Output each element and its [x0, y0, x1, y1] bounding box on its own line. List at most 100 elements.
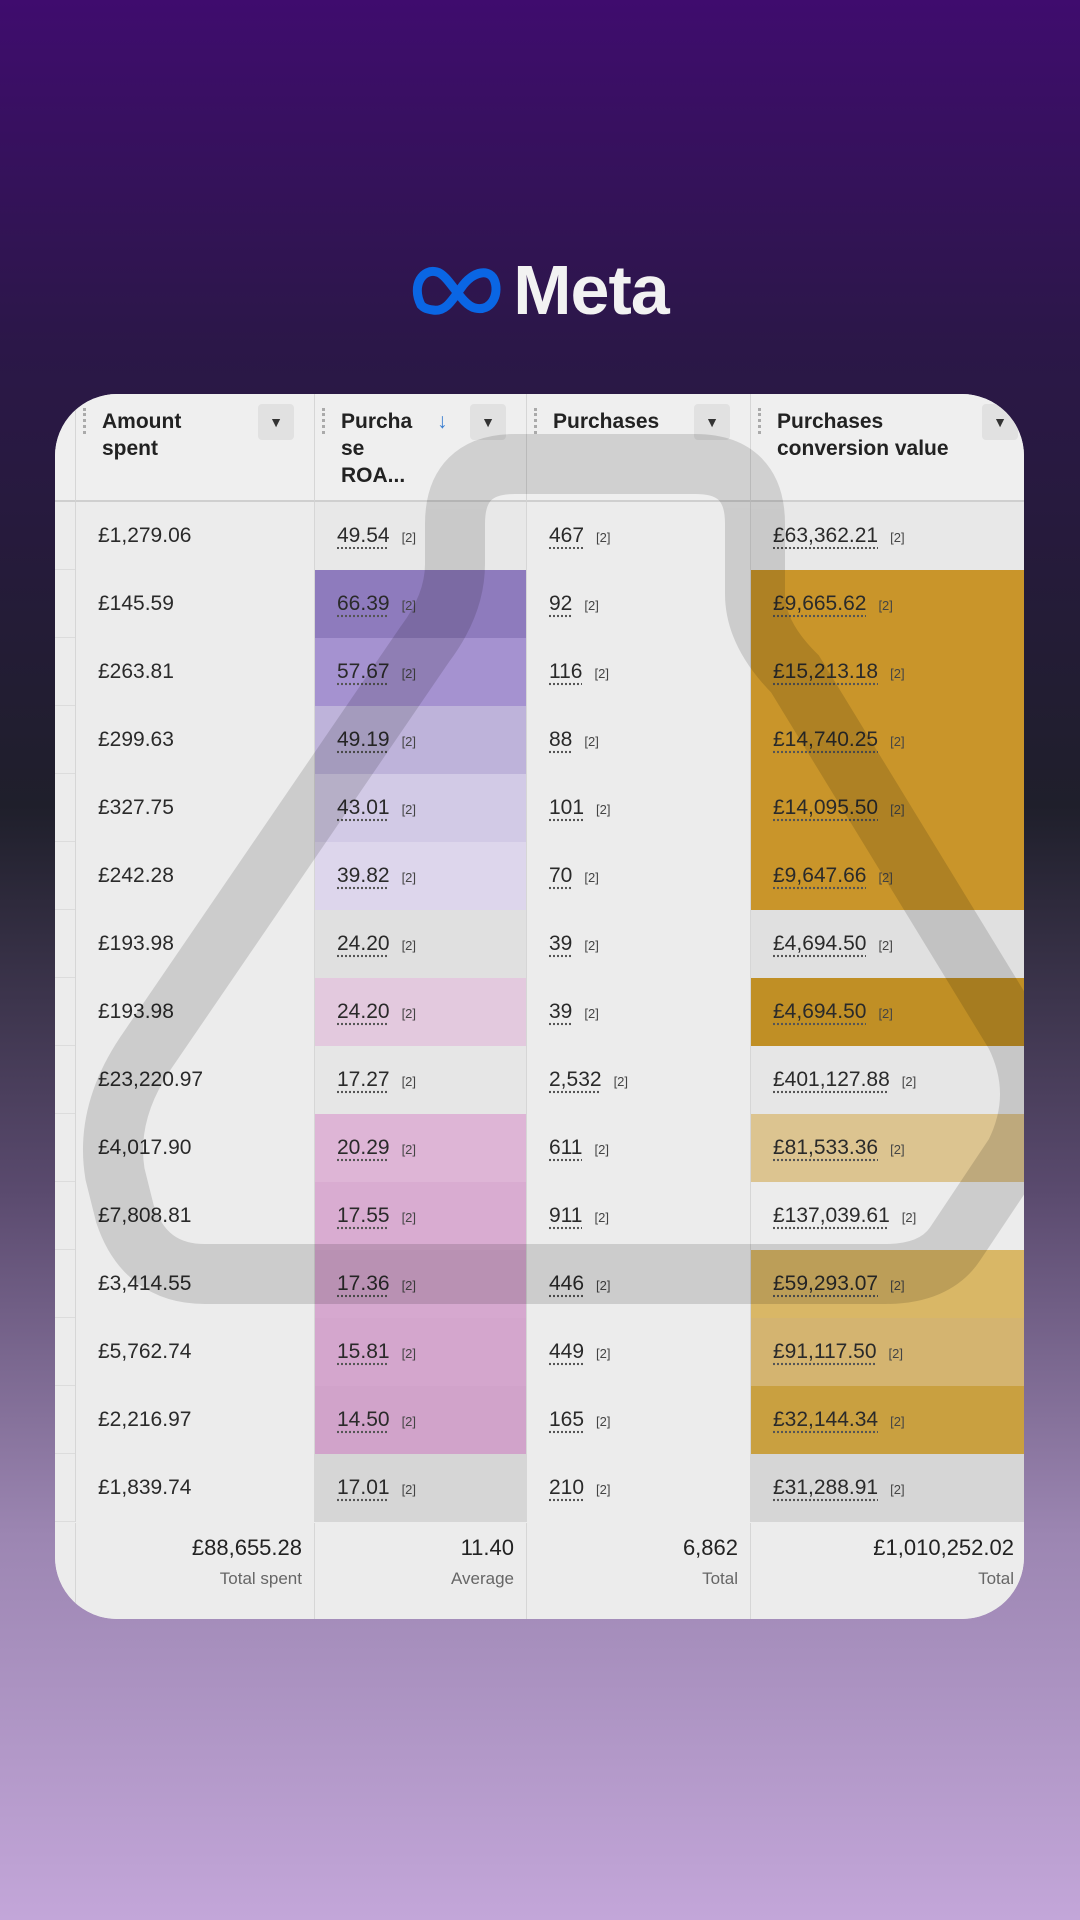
- purchases-link[interactable]: 39: [549, 932, 573, 955]
- purchases-link[interactable]: 116: [549, 660, 583, 683]
- purchases-link[interactable]: 70: [549, 864, 573, 887]
- purchases-link[interactable]: 467: [549, 524, 585, 547]
- footnote-badge: [2]: [890, 530, 905, 545]
- dropdown-icon[interactable]: ▼: [694, 404, 730, 440]
- cell-amount: £193.98: [76, 910, 315, 978]
- row-gutter: [55, 978, 76, 1046]
- dropdown-icon[interactable]: ▼: [470, 404, 506, 440]
- purchases-link[interactable]: 165: [549, 1408, 585, 1431]
- footnote-badge: [2]: [878, 870, 893, 885]
- roas-link[interactable]: 49.54: [337, 524, 390, 547]
- purchases-link[interactable]: 449: [549, 1340, 585, 1363]
- cell-value: £14,095.50 [2]: [751, 774, 1024, 842]
- purchases-link[interactable]: 2,532: [549, 1068, 602, 1091]
- roas-link[interactable]: 43.01: [337, 796, 390, 819]
- value-link[interactable]: £31,288.91: [773, 1476, 879, 1499]
- value-link[interactable]: £14,740.25: [773, 728, 879, 751]
- roas-link[interactable]: 20.29: [337, 1136, 390, 1159]
- purchases-link[interactable]: 911: [549, 1204, 583, 1227]
- value-link[interactable]: £4,694.50: [773, 1000, 867, 1023]
- purchases-link[interactable]: 446: [549, 1272, 585, 1295]
- column-resize-handle[interactable]: [534, 408, 537, 434]
- roas-link[interactable]: 57.67: [337, 660, 390, 683]
- footnote-badge: [2]: [401, 1482, 417, 1497]
- cell-value: £31,288.91 [2]: [751, 1454, 1024, 1522]
- footer-label: Total: [702, 1569, 738, 1588]
- column-header-purchases[interactable]: Purchases ▼: [527, 394, 751, 502]
- cell-purchases: 911 [2]: [527, 1182, 751, 1250]
- table-row: £193.98 24.20 [2] 39 [2] £4,694.50 [2]: [55, 978, 1024, 1046]
- footer-label: Total: [978, 1569, 1014, 1588]
- table-row: £145.59 66.39 [2] 92 [2] £9,665.62 [2]: [55, 570, 1024, 638]
- arrow-down-icon[interactable]: ↓: [437, 410, 448, 433]
- table-row: £5,762.74 15.81 [2] 449 [2] £91,117.50 [2]: [55, 1318, 1024, 1386]
- roas-link[interactable]: 17.01: [337, 1476, 390, 1499]
- column-header-purchase-roas[interactable]: Purcha se ROA... ↓ ▼: [315, 394, 527, 502]
- cell-roas: 49.54 [2]: [315, 502, 527, 570]
- purchases-link[interactable]: 92: [549, 592, 573, 615]
- value-link[interactable]: £4,694.50: [773, 932, 867, 955]
- cell-roas: 14.50 [2]: [315, 1386, 527, 1454]
- roas-link[interactable]: 17.27: [337, 1068, 390, 1091]
- footer-value: 6,862: [682, 1535, 738, 1560]
- footnote-badge: [2]: [901, 1210, 917, 1225]
- roas-link[interactable]: 39.82: [337, 864, 390, 887]
- roas-link[interactable]: 49.19: [337, 728, 390, 751]
- roas-link[interactable]: 15.81: [337, 1340, 390, 1363]
- roas-link[interactable]: 24.20: [337, 932, 390, 955]
- roas-link[interactable]: 17.36: [337, 1272, 390, 1295]
- roas-link[interactable]: 14.50: [337, 1408, 390, 1431]
- footnote-badge: [2]: [878, 1006, 893, 1021]
- row-gutter: [55, 1454, 76, 1522]
- cell-roas: 17.55 [2]: [315, 1182, 527, 1250]
- footnote-badge: [2]: [401, 1210, 417, 1225]
- value-link[interactable]: £91,117.50: [773, 1340, 877, 1363]
- column-header-conversion-value[interactable]: Purchases conversion value ▼: [751, 394, 1024, 502]
- cell-amount: £327.75: [76, 774, 315, 842]
- footnote-badge: [2]: [888, 1346, 904, 1361]
- value-link[interactable]: £15,213.18: [773, 660, 879, 683]
- purchases-link[interactable]: 210: [549, 1476, 585, 1499]
- roas-link[interactable]: 17.55: [337, 1204, 390, 1227]
- value-link[interactable]: £81,533.36: [773, 1136, 879, 1159]
- footnote-badge: [2]: [596, 1278, 611, 1293]
- column-title: Amount spent: [102, 410, 182, 460]
- footnote-badge: [2]: [890, 802, 905, 817]
- table-row: £299.63 49.19 [2] 88 [2] £14,740.25 [2]: [55, 706, 1024, 774]
- value-link[interactable]: £32,144.34: [773, 1408, 879, 1431]
- cell-purchases: 165 [2]: [527, 1386, 751, 1454]
- column-title: Purchases: [553, 410, 660, 433]
- purchases-link[interactable]: 39: [549, 1000, 573, 1023]
- cell-purchases: 39 [2]: [527, 978, 751, 1046]
- value-link[interactable]: £63,362.21: [773, 524, 879, 547]
- column-header-amount-spent[interactable]: Amount spent ▼: [76, 394, 315, 502]
- purchases-link[interactable]: 88: [549, 728, 573, 751]
- value-link[interactable]: £9,665.62: [773, 592, 867, 615]
- dropdown-icon[interactable]: ▼: [258, 404, 294, 440]
- footnote-badge: [2]: [890, 734, 905, 749]
- cell-amount: £242.28: [76, 842, 315, 910]
- footer-value: £88,655.28: [191, 1535, 302, 1560]
- roas-link[interactable]: 24.20: [337, 1000, 390, 1023]
- purchases-link[interactable]: 611: [549, 1136, 583, 1159]
- value-link[interactable]: £401,127.88: [773, 1068, 890, 1091]
- value-link[interactable]: £137,039.61: [773, 1204, 890, 1227]
- column-resize-handle[interactable]: [322, 408, 325, 434]
- cell-purchases: 446 [2]: [527, 1250, 751, 1318]
- meta-wordmark: Meta: [513, 251, 669, 329]
- cell-amount: £1,839.74: [76, 1454, 315, 1522]
- column-resize-handle[interactable]: [758, 408, 761, 434]
- roas-link[interactable]: 66.39: [337, 592, 390, 615]
- cell-value: £14,740.25 [2]: [751, 706, 1024, 774]
- value-link[interactable]: £59,293.07: [773, 1272, 879, 1295]
- purchases-link[interactable]: 101: [549, 796, 585, 819]
- footnote-badge: [2]: [401, 734, 417, 749]
- column-resize-handle[interactable]: [83, 408, 86, 434]
- value-link[interactable]: £9,647.66: [773, 864, 867, 887]
- value-link[interactable]: £14,095.50: [773, 796, 879, 819]
- dropdown-icon[interactable]: ▼: [982, 404, 1018, 440]
- footnote-badge: [2]: [401, 1006, 417, 1021]
- row-gutter: [55, 1046, 76, 1114]
- row-gutter: [55, 1182, 76, 1250]
- table-row: £3,414.55 17.36 [2] 446 [2] £59,293.07 [2]: [55, 1250, 1024, 1318]
